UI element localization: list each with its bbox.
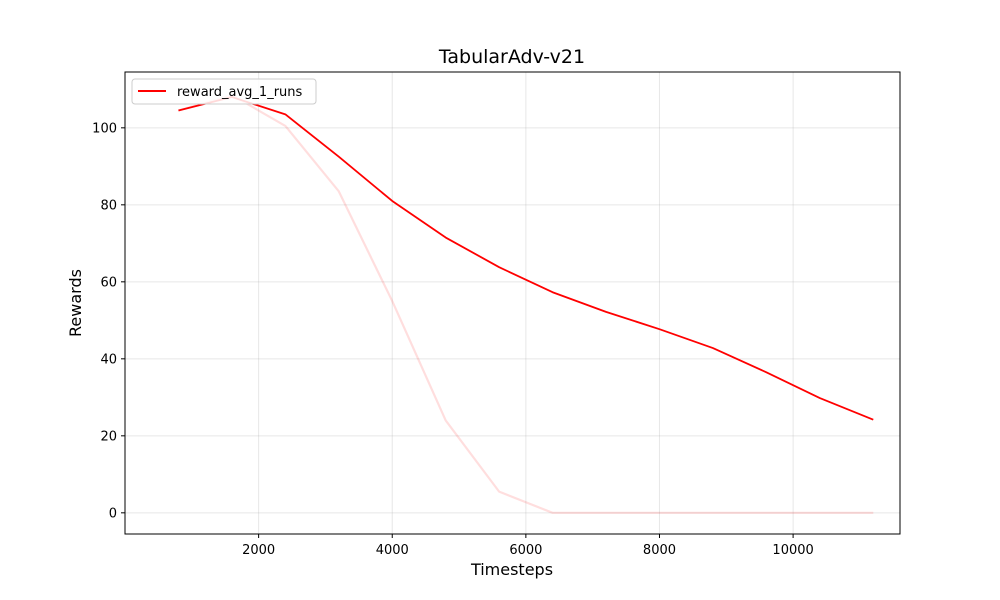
- y-tick-label: 80: [100, 198, 117, 213]
- series-layer: [178, 93, 874, 514]
- x-tick-label: 8000: [643, 543, 676, 558]
- legend-label: reward_avg_1_runs: [177, 85, 303, 100]
- y-tick-label: 60: [100, 275, 117, 290]
- reward-avg-line: [178, 96, 874, 421]
- plot-frame: [124, 71, 901, 535]
- y-tick-label: 40: [100, 352, 117, 367]
- chart-title: TabularAdv-v21: [438, 46, 585, 68]
- y-axis-title: Rewards: [66, 269, 85, 337]
- y-tick-label: 0: [109, 506, 117, 521]
- x-tick-label: 10000: [772, 543, 813, 558]
- x-tick-label: 4000: [376, 543, 409, 558]
- x-axis-title: Timesteps: [470, 560, 553, 579]
- x-tick-label: 6000: [509, 543, 542, 558]
- y-tick-label: 100: [92, 121, 117, 136]
- y-tick-label: 20: [100, 429, 117, 444]
- raw-reward-line: [178, 93, 874, 514]
- grid-layer: [125, 72, 900, 534]
- x-tick-label: 2000: [242, 543, 275, 558]
- legend-box: [131, 78, 317, 105]
- legend: reward_avg_1_runs: [131, 78, 317, 105]
- ticks-layer: 2000 4000 6000 8000 10000 0 20 40 60 80 100: [92, 121, 814, 558]
